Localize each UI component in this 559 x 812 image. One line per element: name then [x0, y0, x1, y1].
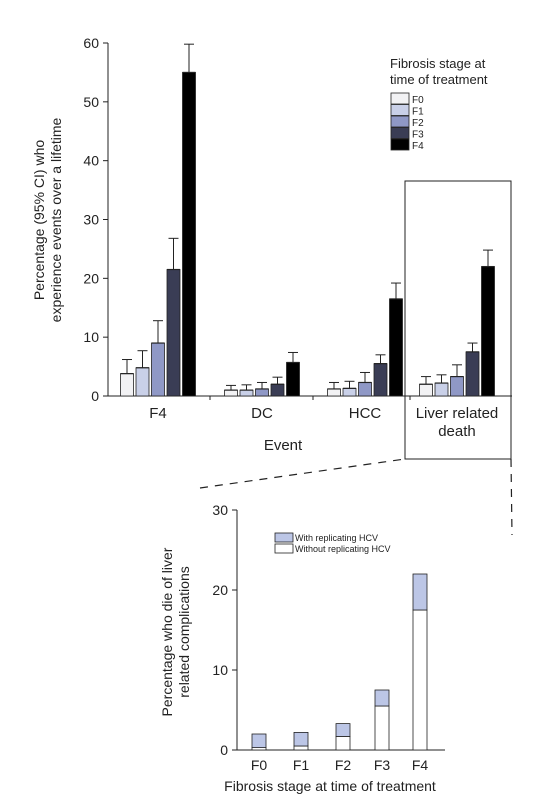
y-tick-label: 40	[83, 153, 99, 169]
bar-with-replicating	[374, 689, 390, 707]
bar-without-replicating	[374, 705, 390, 751]
x-tick-label: F4	[412, 757, 429, 773]
bar-without-replicating	[335, 736, 351, 751]
connector-line	[199, 458, 406, 489]
bar	[182, 72, 196, 397]
legend-swatch	[274, 543, 294, 554]
connector-line	[510, 458, 513, 536]
x-tick-label: death	[438, 423, 476, 440]
x-tick-label: F2	[335, 757, 352, 773]
y-tick-label: 0	[91, 388, 99, 404]
y-axis-title-line: Percentage who die of liver	[159, 547, 175, 716]
legend-swatch	[274, 532, 294, 543]
bar	[255, 388, 269, 397]
x-tick-label: F3	[374, 757, 391, 773]
bar-with-replicating	[293, 732, 309, 747]
bar-with-replicating	[335, 723, 351, 737]
y-axis-title-line: Percentage (95% CI) who	[31, 140, 47, 301]
bar	[224, 389, 238, 397]
y-tick-label: 10	[212, 662, 228, 678]
x-tick-label: HCC	[349, 405, 382, 422]
x-axis-title: Event	[264, 437, 303, 454]
y-axis-title: Percentage (95% CI) who experience events…	[31, 117, 64, 322]
legend-label: Without replicating HCV	[295, 544, 391, 554]
bar	[481, 266, 495, 397]
y-tick-label: 10	[83, 329, 99, 345]
legend-label: F4	[412, 141, 424, 152]
x-tick-label: DC	[251, 405, 273, 422]
bar	[373, 363, 388, 397]
bar	[327, 388, 341, 397]
y-tick-label: 60	[83, 35, 99, 51]
highlight-box	[404, 180, 512, 460]
x-tick-label: F4	[149, 405, 167, 422]
x-tick-label: F0	[251, 757, 268, 773]
bar	[450, 376, 464, 397]
y-tick-label: 30	[212, 502, 228, 518]
bar	[286, 362, 300, 397]
bar	[358, 382, 372, 397]
legend-label: F0	[412, 95, 424, 106]
y-tick-label: 30	[83, 212, 99, 228]
legend-swatch	[390, 92, 410, 105]
bar	[389, 298, 403, 397]
legend-title: Fibrosis stage at	[390, 56, 486, 71]
legend-label: F3	[412, 130, 424, 141]
legend-label: F1	[412, 107, 424, 118]
legend-title: time of treatment	[390, 72, 488, 87]
bar	[135, 367, 150, 397]
bar	[270, 383, 285, 397]
bar	[465, 351, 480, 397]
bar-with-replicating	[412, 573, 428, 611]
bar-without-replicating	[412, 609, 428, 751]
y-tick-label: 20	[212, 582, 228, 598]
bar	[419, 383, 433, 397]
y-tick-label: 20	[83, 270, 99, 286]
y-axis-title-line: related complications	[176, 566, 192, 698]
legend-swatch	[390, 127, 410, 139]
bar	[151, 342, 165, 397]
y-axis-title: Percentage who die of liver related compl…	[159, 547, 192, 716]
x-tick-label: Liver related	[416, 405, 499, 422]
y-tick-label: 0	[220, 742, 228, 758]
legend-swatch	[390, 104, 410, 116]
legend-swatch	[390, 138, 410, 151]
bar-without-replicating	[293, 745, 309, 751]
bar-with-replicating	[251, 733, 267, 749]
x-axis-title: Fibrosis stage at time of treatment	[224, 778, 436, 794]
legend-swatch	[390, 115, 410, 128]
legend-label: F2	[412, 118, 424, 129]
bar	[166, 269, 181, 397]
x-tick-label: F1	[293, 757, 310, 773]
y-axis-title-line: experience events over a lifetime	[48, 117, 64, 322]
bar	[239, 389, 254, 397]
y-tick-label: 50	[83, 94, 99, 110]
legend-label: With replicating HCV	[295, 533, 378, 543]
bar	[342, 387, 357, 397]
bar	[120, 373, 134, 397]
bar	[434, 382, 449, 397]
